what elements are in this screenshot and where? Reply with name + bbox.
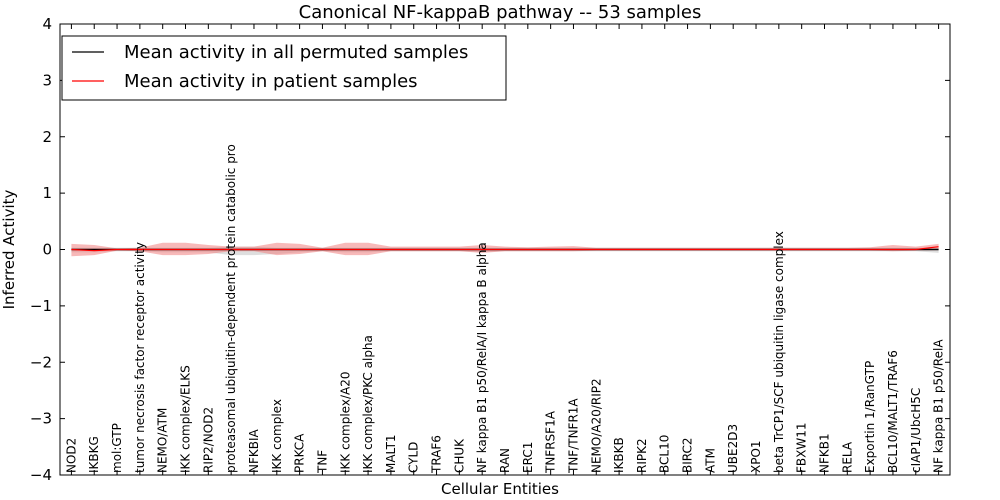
x-tick-label: TRAF6: [430, 435, 444, 474]
x-tick-label: IKK complex: [270, 399, 284, 473]
x-tick-label: beta TrCP1/SCF ubiquitin ligase complex: [772, 231, 786, 473]
x-tick-label: XPO1: [749, 440, 763, 473]
x-tick-label: TNF: [315, 450, 329, 474]
x-tick-label: BCL10/MALT1/TRAF6: [886, 350, 900, 473]
legend-label-1: Mean activity in all permuted samples: [124, 42, 468, 63]
x-tick-label: NEMO/A20/RIP2: [589, 378, 603, 473]
x-tick-label: CHUK: [452, 438, 466, 473]
series-line-2: [71, 246, 939, 252]
x-tick-label: RIPK2: [635, 438, 649, 473]
x-tick-label: cIAP1/UbcH5C: [909, 388, 923, 473]
y-tick-label: 1: [42, 184, 52, 202]
y-tick-label: −4: [30, 466, 52, 484]
x-tick-label: IKK complex/PKC alpha: [361, 335, 375, 473]
x-tick-label: NF kappa B1 p50/RelA: [932, 339, 946, 473]
x-tick-label: RELA: [840, 441, 854, 473]
y-tick-label: −2: [30, 353, 52, 371]
x-tick-label: NFKBIA: [247, 428, 261, 473]
x-tick-label: BIRC2: [681, 437, 695, 473]
y-tick-label: 0: [42, 241, 52, 259]
x-tick-label: TNFRSF1A: [544, 410, 558, 474]
legend-label-2: Mean activity in patient samples: [124, 71, 418, 92]
x-tick-label: NOD2: [64, 438, 78, 473]
y-axis-label: Inferred Activity: [0, 189, 18, 309]
x-tick-label: IKBKB: [612, 437, 626, 473]
x-tick-label: Exportin 1/RanGTP: [863, 361, 877, 473]
axis-ticks: −4 −3 −2 −1 0 1 2 3 4 NOD2 IKBKG mol:GTP tumor necro…: [30, 15, 950, 484]
x-tick-label: BCL10: [658, 435, 672, 473]
chart-title: Canonical NF-kappaB pathway -- 53 sample…: [299, 2, 702, 23]
x-tick-label: ERC1: [521, 442, 535, 473]
x-tick-label: RAN: [498, 448, 512, 473]
legend: Mean activity in all permuted samples Mea…: [61, 35, 507, 101]
legend-box: [61, 35, 507, 101]
x-tick-label: IKK complex/ELKS: [179, 365, 193, 473]
x-tick-label: UBE2D3: [726, 424, 740, 473]
x-tick-label: CYLD: [407, 442, 421, 473]
y-tick-label: 4: [42, 15, 52, 33]
y-tick-label: −3: [30, 410, 52, 428]
x-tick-label: TNF/TNFR1A: [566, 398, 580, 474]
x-tick-label: proteasomal ubiquitin-dependent protein …: [224, 144, 238, 473]
x-tick-label: NEMO/ATM: [156, 408, 170, 473]
x-tick-label: PRKCA: [293, 433, 307, 473]
x-tick-label: RIP2/NOD2: [201, 407, 215, 473]
y-tick-label: −1: [30, 297, 52, 315]
x-tick-label: NF kappa B1 p50/RelA/I kappa B alpha: [475, 242, 489, 473]
x-tick-label: MALT1: [384, 434, 398, 473]
x-tick-label: mol:GTP: [110, 423, 124, 473]
y-tick-label: 2: [42, 128, 52, 146]
x-tick-label: tumor necrosis factor receptor activity: [133, 242, 147, 473]
x-axis-label: Cellular Entities: [441, 480, 559, 498]
x-tick-label: IKK complex/A20: [338, 372, 352, 473]
x-tick-label: FBXW11: [795, 423, 809, 474]
x-tick-label: NFKB1: [817, 433, 831, 473]
x-tick-label: IKBKG: [87, 436, 101, 473]
y-tick-label: 3: [42, 71, 52, 89]
x-tick-label: ATM: [703, 448, 717, 473]
